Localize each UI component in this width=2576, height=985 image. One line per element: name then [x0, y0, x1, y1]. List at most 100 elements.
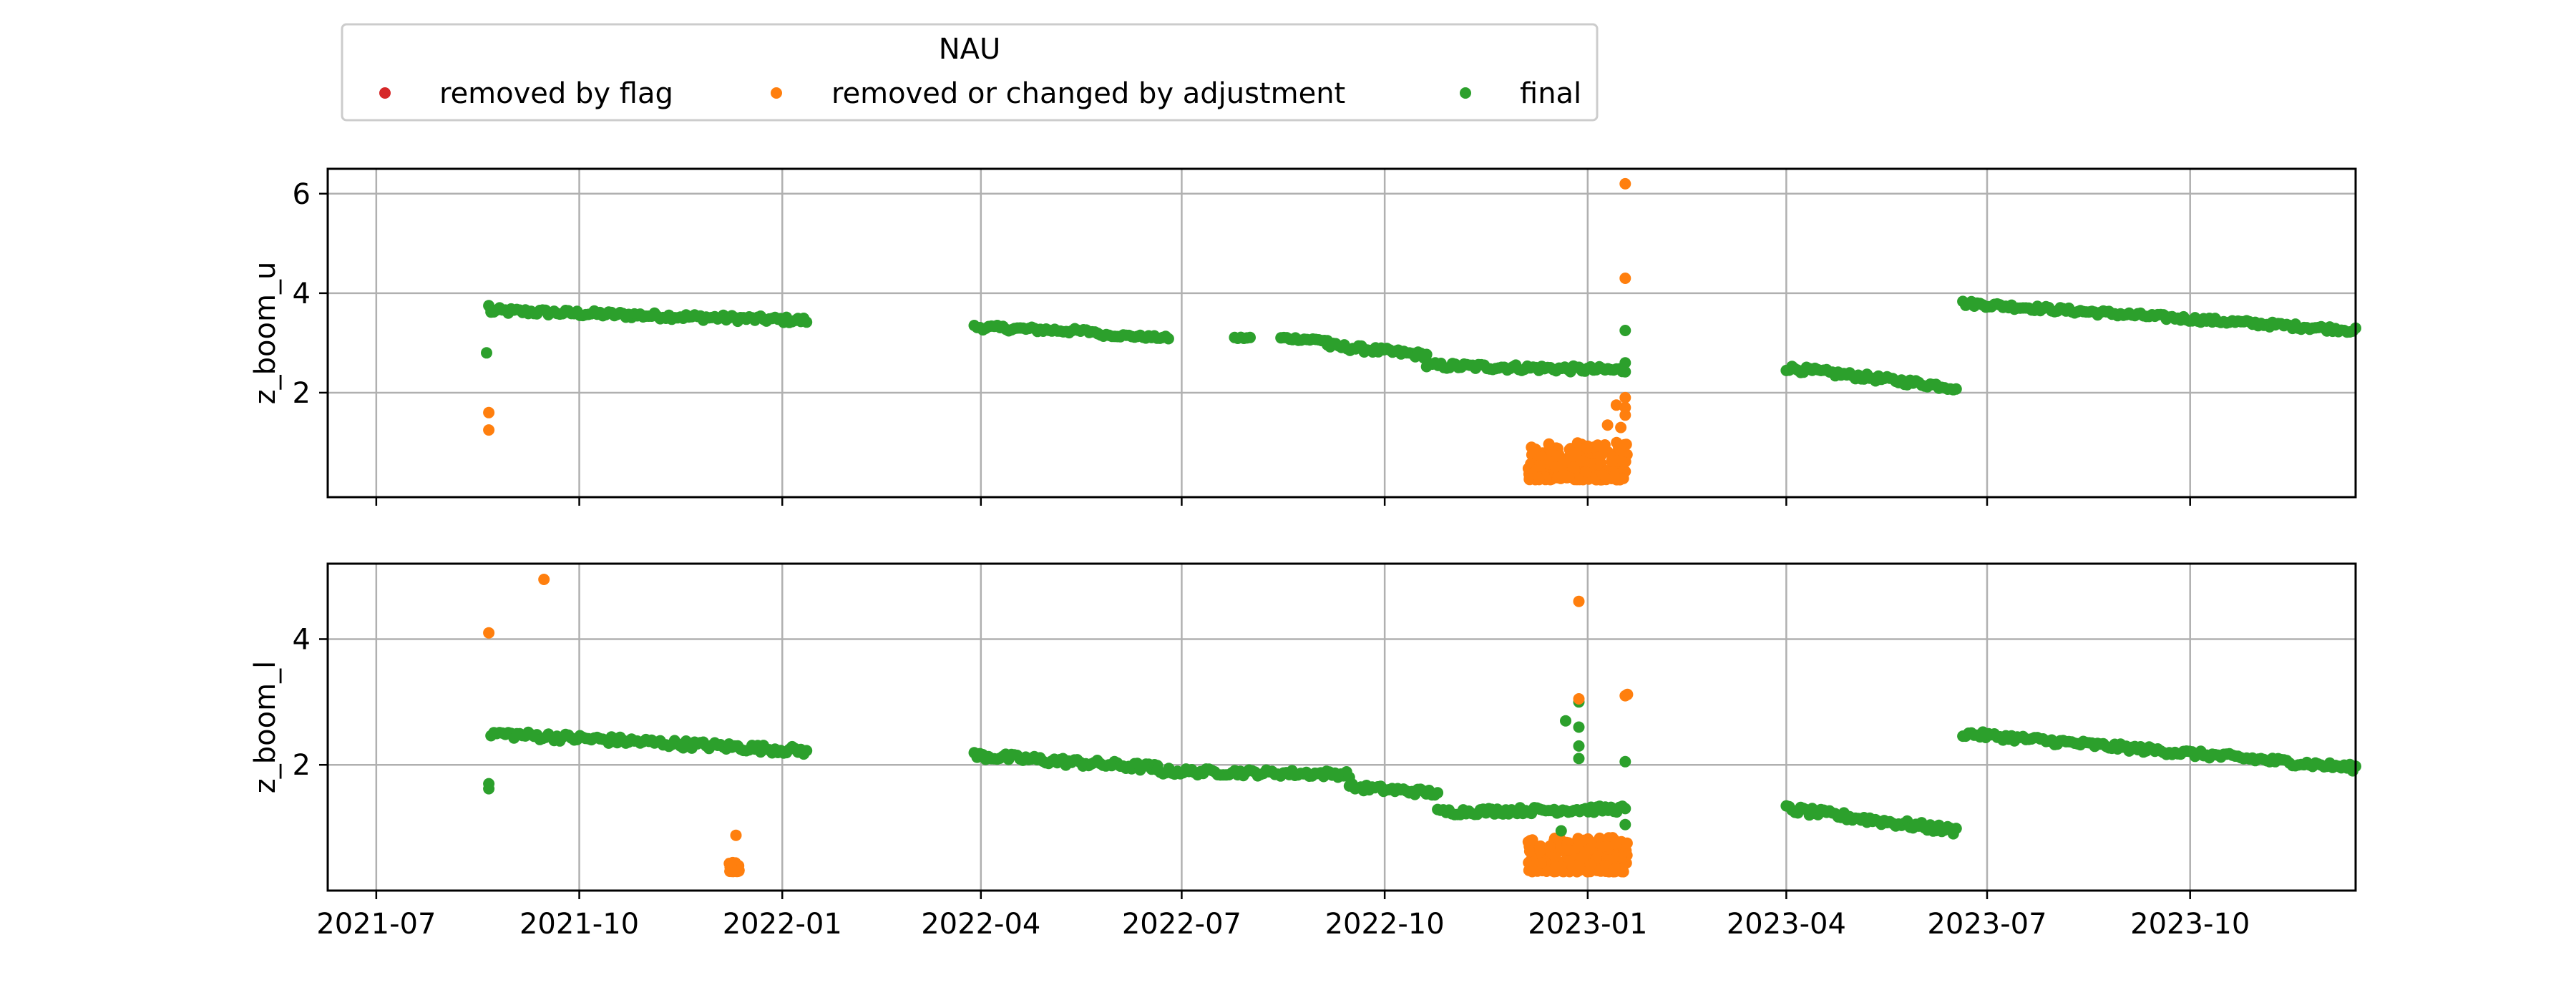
x-tick-label: 2023-04 — [1727, 908, 1846, 941]
legend-label-final: final — [1520, 77, 1581, 110]
final-point — [1950, 823, 1962, 835]
final-point — [1162, 333, 1174, 345]
adjusted-point — [1529, 447, 1541, 459]
adjusted-point — [1615, 851, 1627, 863]
adjusted-point — [1552, 471, 1564, 484]
adjusted-point — [1580, 466, 1592, 478]
panel-l-ticks: 2021-07 2021-10 2022-01 2022-04 2022-07 2022-… — [293, 623, 2250, 941]
adjusted-point — [1533, 460, 1546, 472]
panel-u-frame — [326, 167, 2357, 499]
adjusted-point — [1600, 474, 1612, 486]
adjusted-point — [483, 406, 495, 418]
panel-l-ylabel: z_boom_l — [249, 661, 282, 793]
adjusted-point — [1555, 861, 1567, 873]
adjusted-point — [1610, 837, 1622, 849]
panel-u-grid — [328, 169, 2356, 497]
legend-title: NAU — [939, 33, 1001, 66]
y-tick-label: 4 — [293, 278, 311, 310]
x-tick-label: 2023-01 — [1528, 908, 1647, 941]
final-point — [1619, 803, 1631, 815]
adjusted-point — [1526, 834, 1538, 846]
adjusted-point — [1581, 442, 1593, 454]
adjusted-point — [1523, 846, 1536, 858]
adjusted-point — [1610, 399, 1622, 411]
final-point — [1560, 715, 1571, 727]
y-tick-label: 2 — [293, 377, 311, 410]
adjusted-point — [1568, 461, 1580, 474]
final-point — [485, 306, 497, 318]
panel-l-grid — [328, 564, 2356, 891]
final-point — [801, 745, 813, 757]
adjusted-point — [1563, 843, 1575, 856]
adjusted-point — [1584, 843, 1596, 855]
adjusted-point — [483, 627, 495, 639]
adjusted-point — [1576, 852, 1589, 864]
final-point — [1950, 383, 1962, 395]
final-point — [1573, 740, 1585, 752]
x-tick-label: 2022-10 — [1325, 908, 1445, 941]
x-tick-label: 2023-07 — [1927, 908, 2046, 941]
adjusted-point — [1609, 863, 1621, 876]
final-point — [1619, 366, 1631, 378]
adjusted-point — [1621, 837, 1633, 849]
x-tick-label: 2022-01 — [723, 908, 842, 941]
adjusted-point — [1615, 473, 1627, 485]
adjusted-point — [1593, 440, 1605, 452]
x-tick-label: 2023-10 — [2130, 908, 2250, 941]
final-point — [1555, 825, 1567, 837]
final-point — [1573, 753, 1585, 765]
panel-u-ticks: 2 4 6 — [293, 178, 2191, 506]
panel-u-ylabel: z_boom_u — [249, 262, 282, 405]
legend-box — [341, 23, 1599, 122]
adjusted-point — [1601, 419, 1614, 431]
adjusted-point — [1576, 455, 1588, 467]
adjusted-point — [1533, 474, 1545, 486]
panel-l-frame — [326, 562, 2357, 892]
panel-u-points — [481, 177, 2361, 486]
adjusted-point — [1563, 471, 1575, 484]
panel-z-boom-u: 2 4 6 z_boom_u — [249, 167, 2361, 506]
legend: NAU removed by flag removed or changed b… — [341, 23, 1599, 122]
panel-l-points — [483, 574, 2361, 878]
adjusted-point — [1573, 693, 1585, 705]
y-tick-label: 4 — [293, 623, 311, 656]
adjusted-point — [1617, 456, 1629, 468]
adjusted-point — [483, 424, 495, 436]
adjusted-point — [1523, 474, 1536, 486]
y-tick-label: 2 — [293, 749, 311, 782]
x-tick-label: 2021-10 — [519, 908, 639, 941]
adjusted-point — [733, 864, 745, 876]
legend-marker-adjustment — [771, 87, 782, 99]
adjusted-point — [1621, 688, 1634, 700]
adjusted-point — [1618, 448, 1630, 459]
adjusted-point — [1543, 841, 1556, 852]
final-point — [1244, 331, 1256, 343]
x-tick-label: 2022-04 — [921, 908, 1040, 941]
x-tick-label: 2021-07 — [316, 908, 436, 941]
adjusted-point — [1567, 860, 1579, 872]
panel-z-boom-l: 2021-07 2021-10 2022-01 2022-04 2022-07 2022-… — [249, 562, 2361, 941]
adjusted-point — [1619, 438, 1631, 451]
adjusted-point — [1573, 595, 1585, 607]
y-tick-label: 6 — [293, 178, 311, 211]
adjusted-point — [538, 574, 550, 585]
adjusted-point — [1619, 409, 1631, 421]
final-point — [1619, 325, 1631, 336]
adjusted-point — [1543, 438, 1555, 450]
final-point — [1432, 787, 1444, 799]
final-point — [1619, 755, 1631, 768]
legend-marker-final — [1460, 87, 1471, 99]
final-point — [1619, 818, 1631, 830]
final-point — [481, 347, 492, 359]
adjusted-point — [1549, 461, 1561, 473]
adjusted-point — [1619, 273, 1631, 284]
final-point — [801, 316, 813, 328]
final-point — [1573, 721, 1585, 733]
legend-label-removed-by-flag: removed by flag — [439, 77, 673, 110]
adjusted-point — [1581, 866, 1594, 878]
legend-label-adjustment: removed or changed by adjustment — [831, 77, 1345, 110]
adjusted-point — [1617, 866, 1629, 878]
adjusted-point — [730, 829, 742, 841]
final-point — [483, 783, 495, 795]
final-point — [1619, 357, 1631, 369]
